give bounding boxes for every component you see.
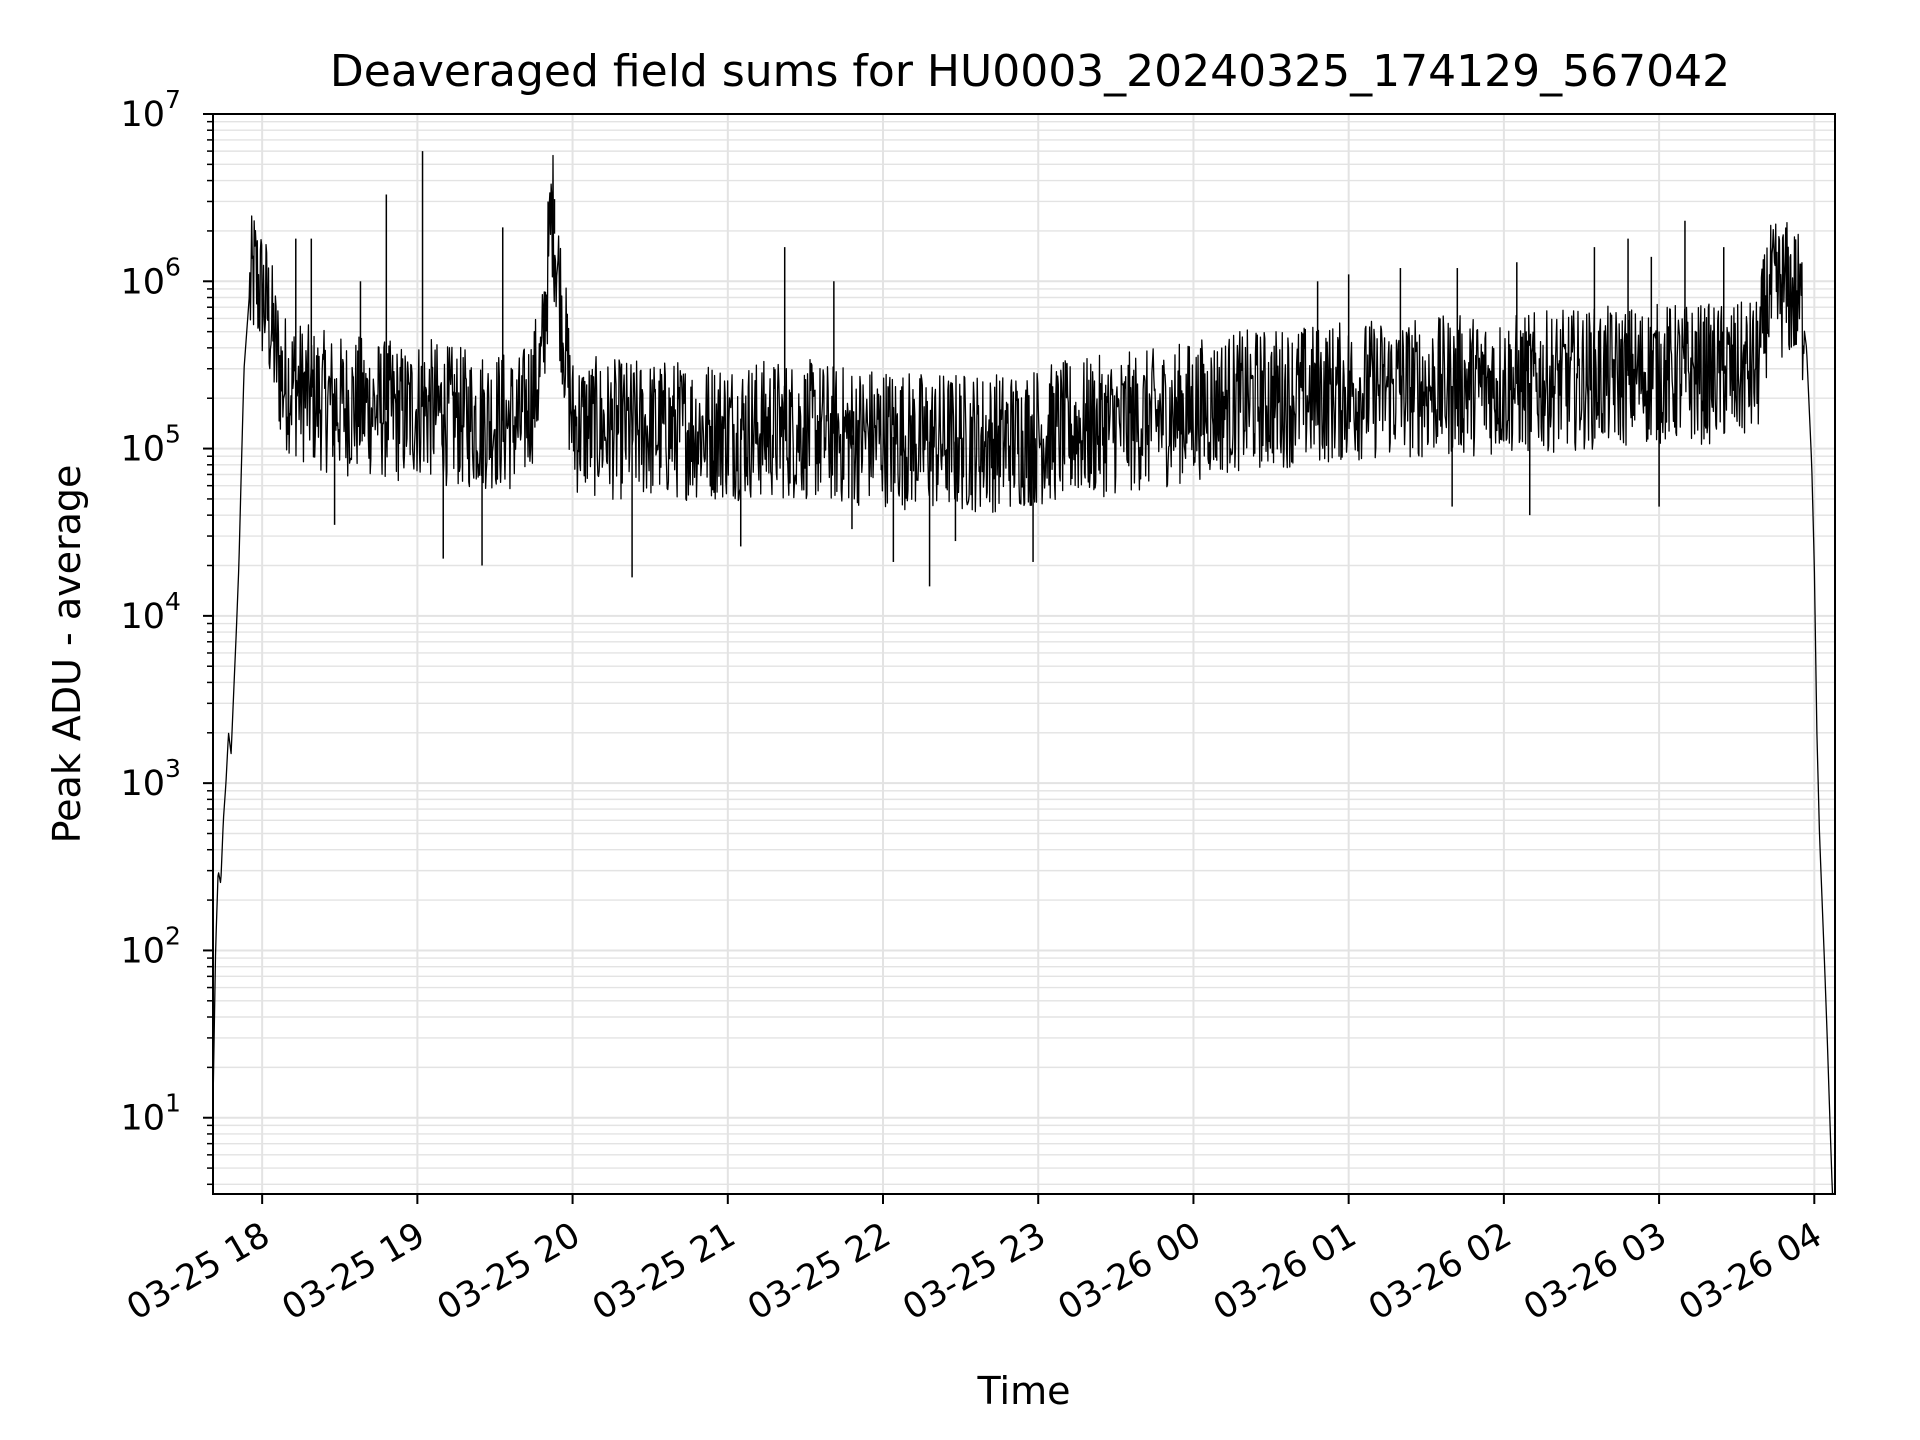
x-tick-label: 03-26 04 xyxy=(1673,1215,1829,1328)
x-tick-label: 03-26 02 xyxy=(1362,1215,1518,1328)
y-tick-exponent: 7 xyxy=(165,85,181,114)
y-tick-label: 10 xyxy=(120,597,165,637)
x-axis-label: Time xyxy=(977,1369,1071,1413)
x-tick-label: 03-25 19 xyxy=(276,1215,432,1328)
y-tick-label: 10 xyxy=(120,430,165,470)
y-tick-label: 10 xyxy=(120,764,165,804)
y-tick-exponent: 2 xyxy=(165,921,181,950)
x-tick-label: 03-26 00 xyxy=(1052,1215,1208,1328)
chart-title: Deaveraged field sums for HU0003_2024032… xyxy=(330,46,1730,97)
x-tick-label: 03-25 21 xyxy=(586,1215,742,1328)
grid-lines xyxy=(213,113,1835,1194)
y-tick-exponent: 4 xyxy=(165,587,181,616)
y-axis-label: Peak ADU - average xyxy=(45,465,89,844)
y-tick-label: 10 xyxy=(120,931,165,971)
x-tick-label: 03-25 23 xyxy=(896,1215,1052,1328)
series-layer xyxy=(212,151,1836,1195)
plot-frame xyxy=(212,113,1836,1195)
y-tick-label: 10 xyxy=(120,95,165,135)
x-tick-label: 03-25 18 xyxy=(120,1215,276,1328)
y-tick-label: 10 xyxy=(120,262,165,302)
x-tick-label: 03-26 01 xyxy=(1207,1215,1363,1328)
x-tick-label: 03-25 22 xyxy=(741,1215,897,1328)
y-tick-exponent: 3 xyxy=(165,754,181,783)
series-line xyxy=(212,154,1836,1195)
y-tick-exponent: 5 xyxy=(165,420,181,449)
y-tick-label: 10 xyxy=(120,1099,165,1139)
y-tick-exponent: 6 xyxy=(165,252,181,281)
y-tick-exponent: 1 xyxy=(165,1089,181,1118)
x-tick-label: 03-25 20 xyxy=(431,1215,587,1328)
x-tick-label: 03-26 03 xyxy=(1517,1215,1673,1328)
